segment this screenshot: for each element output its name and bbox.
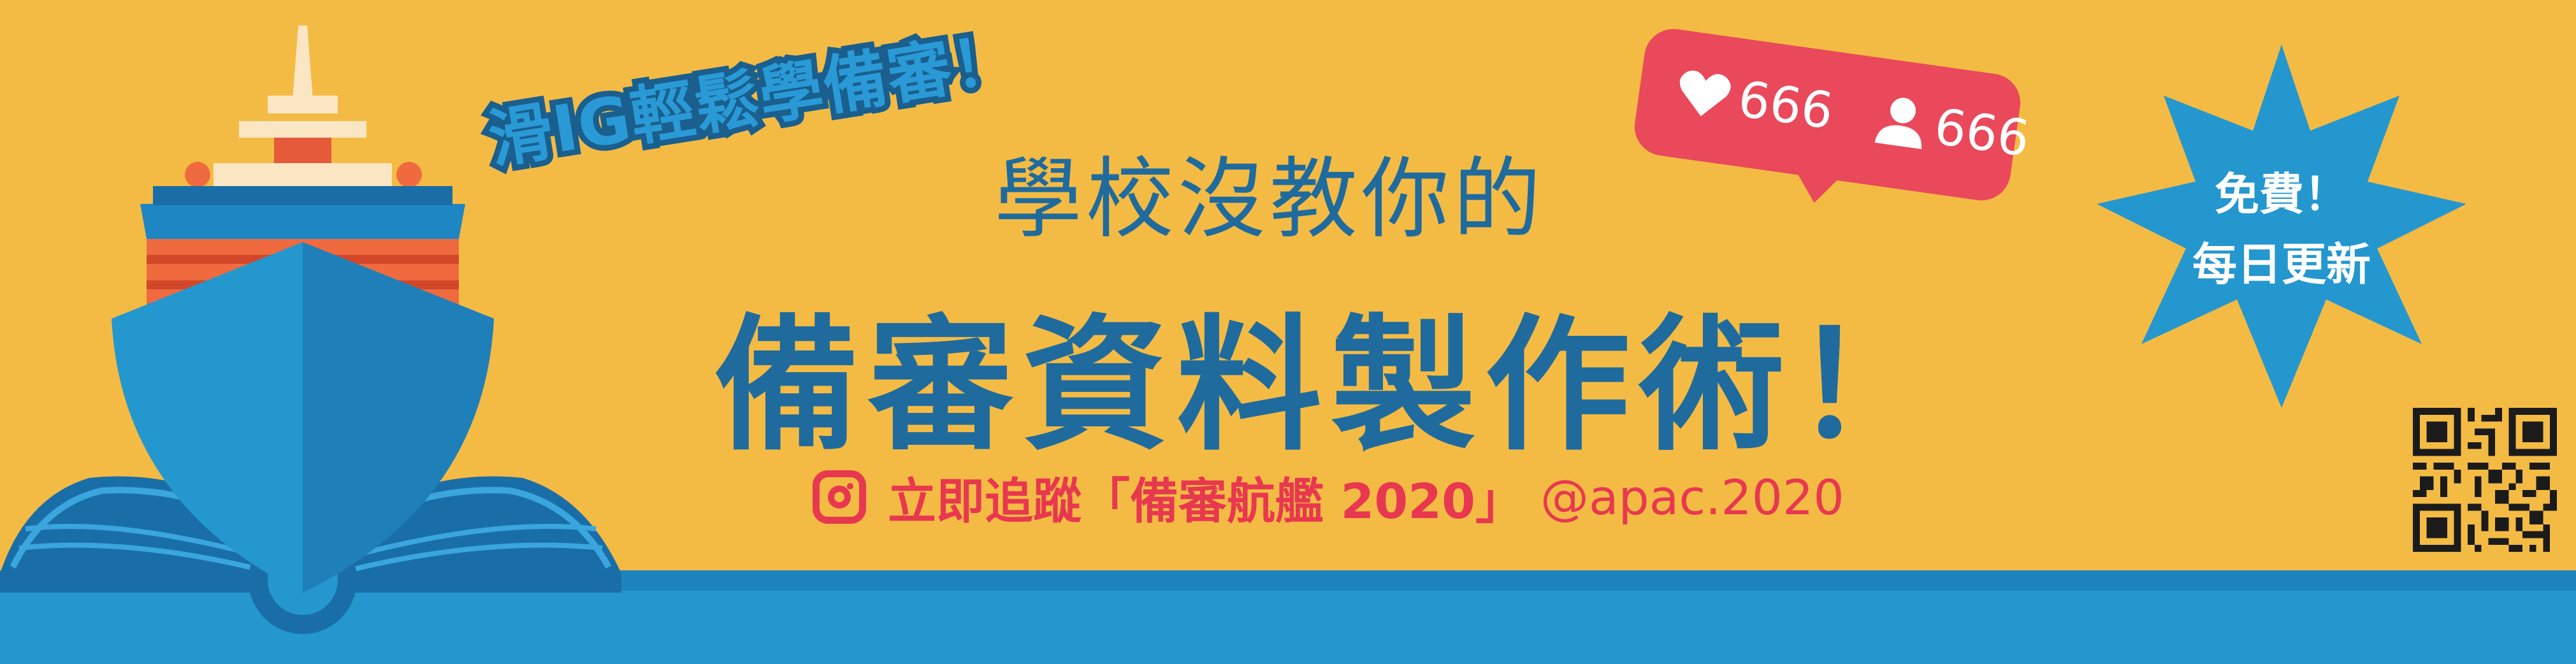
free-badge: 免費！ 每日更新: [2090, 45, 2473, 414]
subtitle: 學校沒教你的: [994, 148, 1545, 250]
badge-line-1: 免費！: [2215, 168, 2348, 220]
starburst-badge: [2097, 45, 2466, 408]
follow-line[interactable]: 立即追蹤「備審航艦 2020」 @apac.2020: [813, 462, 1844, 532]
instagram-icon: [813, 470, 866, 524]
badge-line-2: 每日更新: [2192, 238, 2371, 291]
instagram-handle[interactable]: @apac.2020: [1540, 468, 1844, 526]
qr-code[interactable]: [2413, 408, 2557, 552]
person-icon: [1874, 97, 1921, 150]
main-title: 備審資料製作術！: [714, 301, 1948, 470]
ship-book-illustration: [0, 25, 621, 634]
heart-icon: [1679, 70, 1731, 117]
bottom-band: [0, 570, 2576, 664]
follow-text: 立即追蹤「備審航艦 2020」: [888, 473, 1524, 530]
notification-bubble: 666 666: [1630, 25, 2033, 207]
